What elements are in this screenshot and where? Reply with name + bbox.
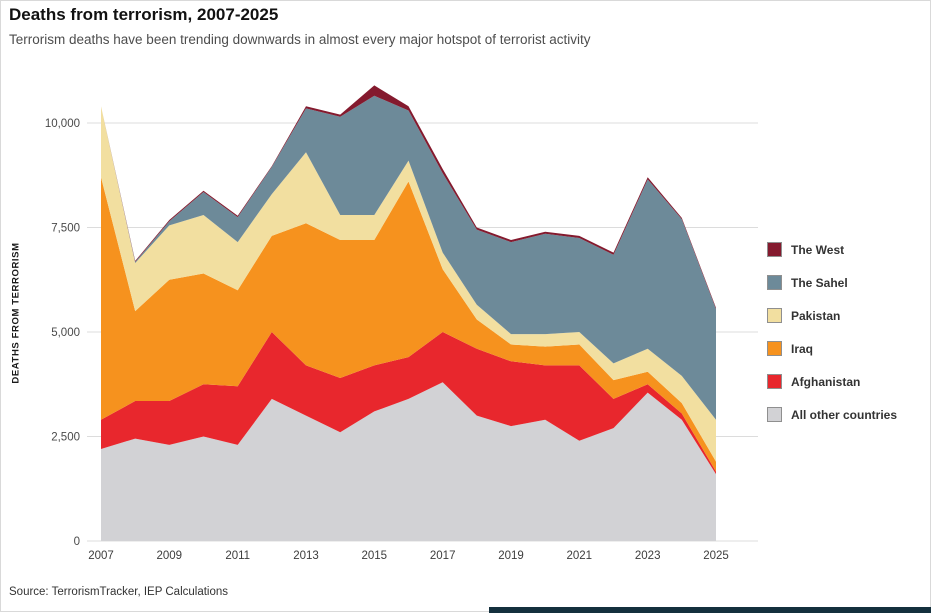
y-tick-label: 10,000 — [45, 118, 80, 130]
page-title: Deaths from terrorism, 2007-2025 — [9, 5, 279, 24]
legend-swatch — [767, 374, 782, 389]
area-afghanistan — [101, 332, 716, 475]
x-tick-label: 2015 — [362, 550, 388, 562]
x-tick-label: 2019 — [498, 550, 524, 562]
x-tick-label: 2007 — [88, 550, 114, 562]
legend-item: All other countries — [767, 407, 897, 422]
area-all-other-countries — [101, 382, 716, 541]
source-note: Source: TerrorismTracker, IEP Calculatio… — [9, 586, 229, 598]
legend-label: The West — [791, 242, 845, 257]
legend-item: Pakistan — [767, 308, 897, 323]
area-the-sahel — [101, 95, 716, 420]
x-tick-label: 2025 — [703, 550, 729, 562]
bottom-accent-strip — [489, 607, 931, 613]
x-tick-label: 2017 — [430, 550, 456, 562]
x-tick-label: 2023 — [635, 550, 661, 562]
legend-label: The Sahel — [791, 275, 848, 290]
x-tick-label: 2011 — [225, 550, 250, 562]
legend-label: Afghanistan — [791, 374, 861, 389]
x-tick-label: 2009 — [157, 550, 183, 562]
legend-swatch — [767, 275, 782, 290]
legend-item: Afghanistan — [767, 374, 897, 389]
x-tick-label: 2021 — [567, 550, 593, 562]
legend-swatch — [767, 308, 782, 323]
legend-swatch — [767, 341, 782, 356]
legend-item: The Sahel — [767, 275, 897, 290]
legend-label: Iraq — [791, 341, 814, 356]
y-tick-label: 2,500 — [51, 432, 80, 444]
legend-label: All other countries — [791, 407, 898, 422]
legend-swatch — [767, 407, 782, 422]
legend: The West The Sahel Pakistan Iraq Afghanistan… — [767, 242, 897, 440]
area-iraq — [101, 177, 716, 472]
area-pakistan — [101, 106, 716, 462]
page-subtitle: Terrorism deaths have been trending down… — [9, 32, 591, 47]
y-tick-label: 0 — [74, 536, 80, 548]
legend-label: Pakistan — [791, 308, 841, 323]
legend-swatch — [767, 242, 782, 257]
x-tick-label: 2013 — [293, 550, 319, 562]
chart-svg: 0 2,500 5,000 7,500 10,000 2007 2009 2011 2013 20… — [45, 85, 758, 562]
legend-item: Iraq — [767, 341, 897, 356]
y-tick-label: 5,000 — [51, 327, 80, 339]
y-tick-label: 7,500 — [51, 223, 80, 235]
legend-item: The West — [767, 242, 897, 257]
